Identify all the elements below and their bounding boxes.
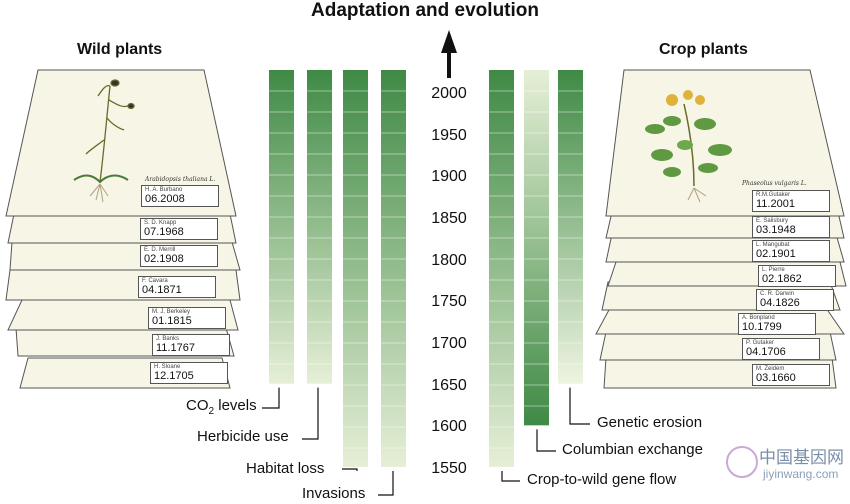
year-tick-1950: 1950	[431, 126, 467, 144]
connector-crop-to-wild-gene-flow	[501, 471, 520, 482]
crop-sheet-2-tag-collector: E. Salisbury	[756, 218, 789, 224]
connector-columbian-exchange	[536, 429, 556, 452]
crop-sheet-8-tag: M. Zeidem 03.1660	[752, 364, 830, 386]
year-tick-1800: 1800	[431, 251, 467, 269]
connector-herbicide-use	[302, 387, 319, 440]
wild-sheet-4-tag: F. Cavara 04.1871	[138, 276, 216, 298]
wild-sheet-5-tag: M. J. Berkeley 01.1815	[148, 307, 226, 329]
year-tick-1550: 1550	[431, 460, 467, 477]
connector-genetic-erosion	[569, 387, 590, 425]
wild-sheet-2-tag-date: 07.1968	[144, 226, 184, 238]
watermark-en: jiyinwang.com	[763, 467, 839, 481]
year-tick-1850: 1850	[431, 210, 467, 227]
watermark-logo-icon	[726, 446, 758, 478]
connector-invasions	[378, 471, 394, 496]
wild-sheet-1-tag-collector: H. A. Burbano	[145, 187, 183, 193]
bar-label-columbian-exchange: Columbian exchange	[562, 441, 703, 458]
crop-sheet-7-tag-collector: P. Gutaker	[746, 340, 774, 346]
chart-title: Adaptation and evolution	[311, 0, 539, 21]
phaseolus-drawing	[645, 90, 732, 203]
wild-sheet-7-tag-date: 12.1705	[154, 370, 194, 382]
crop-species-label: Phaseolus vulgaris L.	[742, 180, 807, 187]
year-tick-1700: 1700	[431, 335, 467, 352]
bar-invasions	[381, 70, 406, 467]
connector-co2-levels	[262, 387, 280, 409]
connector-habitat-loss	[342, 468, 358, 471]
crop-sheet-4-tag-date: 02.1862	[762, 273, 802, 285]
watermark-cn: 中国基因网	[759, 448, 844, 467]
bar-label-co2-levels: CO2 levels	[186, 397, 257, 417]
watermark: 中国基因网 jiyinwang.com	[726, 443, 844, 495]
crop-sheet-1-tag-date: 11.2001	[756, 198, 795, 210]
year-tick-1650: 1650	[431, 376, 467, 394]
wild-sheet-5-tag-collector: M. J. Berkeley	[152, 309, 191, 315]
bar-label-herbicide-use: Herbicide use	[197, 428, 289, 445]
crop-sheet-3-tag: L. Mangubat 02.1901	[752, 240, 830, 262]
crop-sheet-1-tag-collector: R.M.Gutaker	[756, 192, 791, 198]
year-tick-1750: 1750	[431, 293, 467, 311]
crop-sheet-2-tag-date: 03.1948	[756, 224, 796, 236]
crop-sheet-3-tag-collector: L. Mangubat	[756, 242, 790, 248]
crop-sheet-7-tag-date: 04.1706	[746, 346, 786, 358]
crop-sheet-stack	[595, 69, 847, 389]
crop-sheet-6-tag-collector: A. Bonpland	[742, 315, 775, 321]
year-tick-1900: 1900	[431, 168, 467, 186]
crop-sheet-8-tag-collector: M. Zeidem	[756, 366, 785, 372]
crop-sheet-6-tag-date: 10.1799	[742, 321, 782, 333]
wild-sheet-4-tag-date: 04.1871	[142, 284, 182, 296]
wild-species-label: Arabidopsis thaliana L.	[145, 176, 216, 183]
crop-plants-title: Crop plants	[659, 41, 748, 58]
wild-sheet-6-tag-date: 11.1767	[156, 342, 195, 354]
crop-sheet-2-tag: E. Salisbury 03.1948	[752, 216, 830, 238]
bar-columbian-exchange	[524, 70, 549, 426]
year-tick-2000: 2000	[431, 85, 467, 102]
crop-sheet-3-tag-date: 02.1901	[756, 248, 796, 260]
wild-sheet-3-tag: E. D. Merrill 02.1908	[140, 245, 218, 267]
crop-sheet-1-tag: R.M.Gutaker 11.2001	[752, 190, 830, 212]
wild-sheet-4-tag-collector: F. Cavara	[142, 278, 168, 284]
crop-sheet-4-tag-collector: L. Pierre	[762, 267, 785, 273]
crop-sheet-7-tag: P. Gutaker 04.1706	[742, 338, 820, 360]
wild-sheet-2-tag: S. D. Knapp 07.1968	[140, 218, 218, 240]
crop-sheet-5-tag: C. R. Darwin 04.1826	[756, 289, 834, 311]
bar-habitat-loss	[343, 70, 368, 467]
driver-bars	[262, 70, 590, 496]
crop-sheet-4-tag: L. Pierre 02.1862	[758, 265, 836, 287]
bar-label-invasions: Invasions	[302, 485, 366, 502]
crop-sheet-5-tag-collector: C. R. Darwin	[760, 291, 795, 297]
bar-co2-levels	[269, 70, 294, 384]
bar-label-genetic-erosion: Genetic erosion	[597, 414, 703, 431]
time-arrow	[441, 30, 457, 78]
bar-label-crop-to-wild-gene-flow: Crop-to-wild gene flow	[527, 471, 677, 488]
wild-plants-title: Wild plants	[77, 41, 163, 58]
wild-sheet-2-tag-collector: S. D. Knapp	[144, 220, 177, 226]
wild-sheet-3-tag-date: 02.1908	[144, 253, 184, 265]
wild-sheet-6-tag-collector: J. Banks	[156, 336, 180, 342]
wild-sheet-1-tag-date: 06.2008	[145, 193, 185, 205]
wild-sheet-5-tag-date: 01.1815	[152, 315, 192, 327]
bar-label-habitat-loss: Habitat loss	[246, 460, 325, 477]
bar-genetic-erosion	[558, 70, 583, 384]
crop-sheet-8-tag-date: 03.1660	[756, 372, 796, 384]
crop-sheet-5-tag-date: 04.1826	[760, 297, 800, 309]
arabidopsis-drawing	[73, 79, 135, 203]
wild-sheet-3-tag-collector: E. D. Merrill	[144, 247, 176, 253]
crop-sheet-6-tag: A. Bonpland 10.1799	[738, 313, 816, 335]
wild-sheet-7-tag-collector: H. Sloane	[154, 364, 181, 370]
bar-herbicide-use	[307, 70, 332, 384]
year-tick-1600: 1600	[431, 418, 467, 436]
wild-sheet-1-tag: H. A. Burbano 06.2008	[141, 185, 219, 207]
wild-sheet-7-tag: H. Sloane 12.1705	[150, 362, 228, 384]
bar-crop-to-wild-gene-flow	[489, 70, 514, 467]
wild-sheet-6-tag: J. Banks 11.1767	[152, 334, 230, 356]
